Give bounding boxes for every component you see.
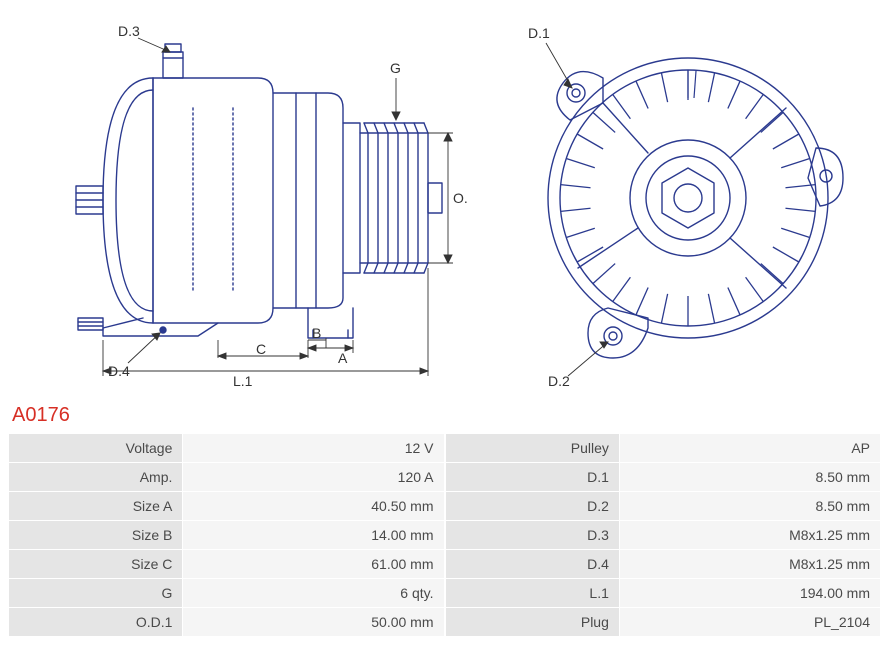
label-c: C: [256, 341, 266, 357]
spec-label: Amp.: [9, 463, 182, 491]
spec-label: D.1: [446, 463, 619, 491]
spec-label: O.D.1: [9, 608, 182, 636]
spec-value: 194.00 mm: [620, 579, 880, 607]
label-l1: L.1: [233, 373, 253, 388]
table-row: Amp.120 A: [9, 463, 444, 491]
label-d1: D.1: [528, 25, 550, 41]
spec-value: 61.00 mm: [183, 550, 443, 578]
spec-label: Voltage: [9, 434, 182, 462]
table-row: D.3M8x1.25 mm: [446, 521, 881, 549]
label-d2: D.2: [548, 373, 570, 388]
spec-label: Size A: [9, 492, 182, 520]
spec-value: 6 qty.: [183, 579, 443, 607]
table-row: L.1194.00 mm: [446, 579, 881, 607]
label-b: B: [312, 325, 321, 341]
spec-value: PL_2104: [620, 608, 880, 636]
label-od1: O.D.1: [453, 190, 468, 206]
table-row: G6 qty.: [9, 579, 444, 607]
spec-label: D.3: [446, 521, 619, 549]
spec-table-left: Voltage12 VAmp.120 ASize A40.50 mmSize B…: [8, 433, 445, 637]
spec-label: G: [9, 579, 182, 607]
table-row: Size A40.50 mm: [9, 492, 444, 520]
spec-tables: Voltage12 VAmp.120 ASize A40.50 mmSize B…: [8, 433, 881, 637]
table-row: D.28.50 mm: [446, 492, 881, 520]
label-a: A: [338, 350, 348, 366]
part-code: A0176: [12, 404, 881, 427]
table-row: Size B14.00 mm: [9, 521, 444, 549]
spec-value: M8x1.25 mm: [620, 550, 880, 578]
spec-value: 14.00 mm: [183, 521, 443, 549]
label-g: G: [390, 60, 401, 76]
spec-label: Plug: [446, 608, 619, 636]
spec-table-right: PulleyAPD.18.50 mmD.28.50 mmD.3M8x1.25 m…: [445, 433, 882, 637]
side-view-drawing: D.3 D.4 G O.D.1 A B C L.1: [48, 8, 468, 388]
technical-drawings: D.3 D.4 G O.D.1 A B C L.1: [8, 8, 881, 398]
spec-value: 50.00 mm: [183, 608, 443, 636]
table-row: D.18.50 mm: [446, 463, 881, 491]
spec-label: Pulley: [446, 434, 619, 462]
label-d4: D.4: [108, 363, 130, 379]
table-row: PulleyAP: [446, 434, 881, 462]
spec-value: 8.50 mm: [620, 492, 880, 520]
spec-label: D.4: [446, 550, 619, 578]
spec-value: M8x1.25 mm: [620, 521, 880, 549]
front-view-drawing: D.1 D.2: [508, 8, 868, 388]
spec-value: 8.50 mm: [620, 463, 880, 491]
spec-value: 12 V: [183, 434, 443, 462]
spec-label: D.2: [446, 492, 619, 520]
spec-value: 40.50 mm: [183, 492, 443, 520]
spec-value: 120 A: [183, 463, 443, 491]
spec-label: L.1: [446, 579, 619, 607]
table-row: Size C61.00 mm: [9, 550, 444, 578]
table-row: PlugPL_2104: [446, 608, 881, 636]
table-row: Voltage12 V: [9, 434, 444, 462]
spec-label: Size C: [9, 550, 182, 578]
spec-value: AP: [620, 434, 880, 462]
table-row: O.D.150.00 mm: [9, 608, 444, 636]
label-d3: D.3: [118, 23, 140, 39]
spec-label: Size B: [9, 521, 182, 549]
table-row: D.4M8x1.25 mm: [446, 550, 881, 578]
